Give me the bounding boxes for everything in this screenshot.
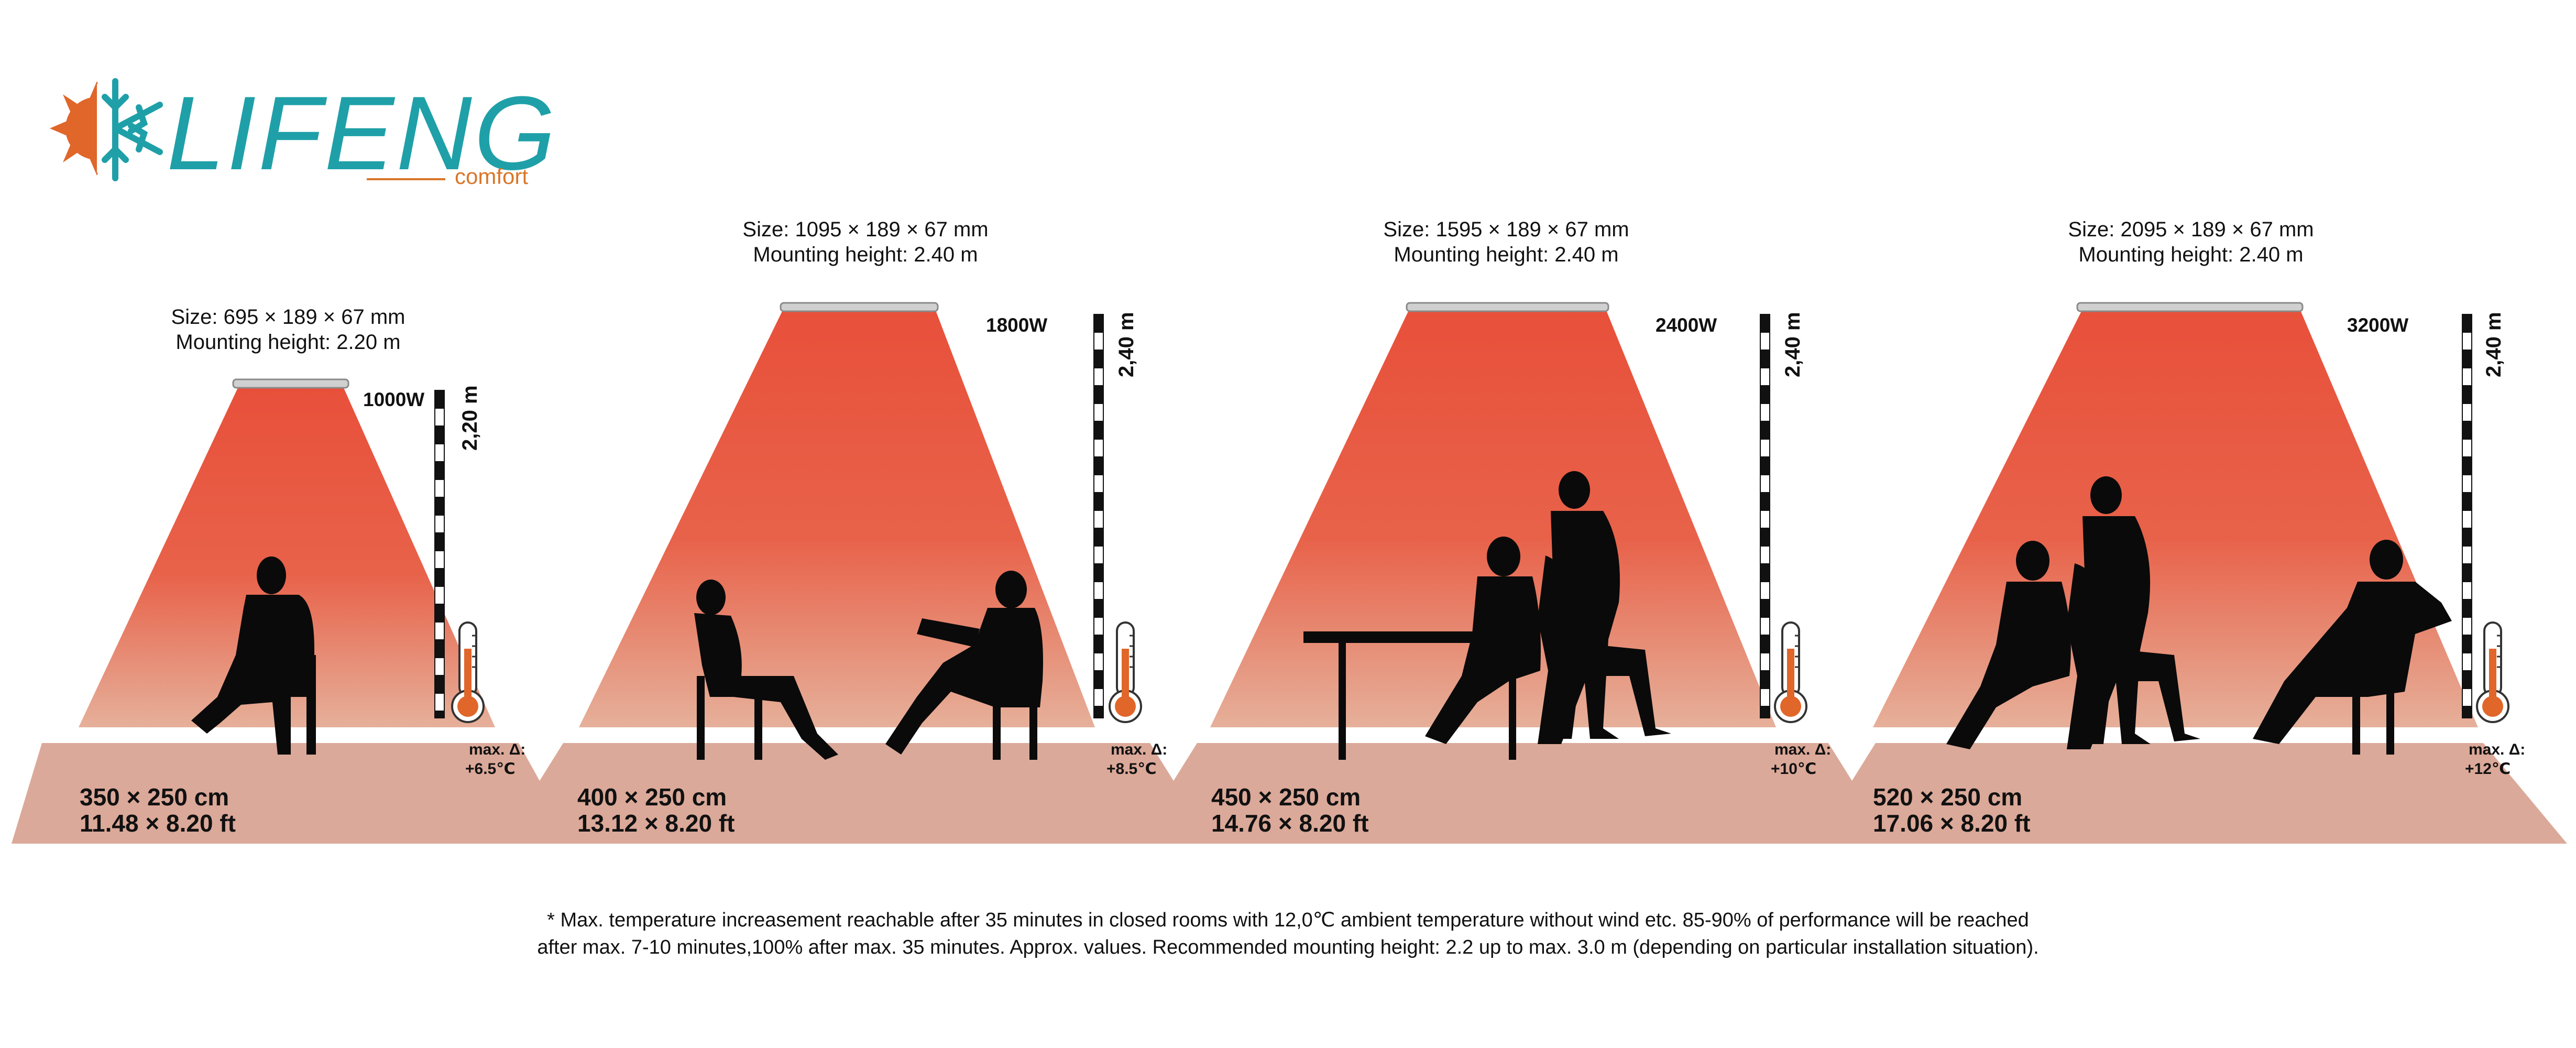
snowflake-icon	[102, 78, 163, 181]
heater-4-height: 2,40 m	[2482, 312, 2505, 377]
heater-unit-3	[1406, 302, 1609, 312]
heater-unit-4	[2076, 302, 2304, 312]
heater-1-room-imperial: 11.48 × 8.20 ft	[80, 810, 236, 837]
seated-man	[885, 571, 1043, 760]
seated-person-2	[1425, 537, 1541, 744]
brand-logo	[50, 78, 163, 181]
heater-1-mounting: Mounting height: 2.20 m	[176, 331, 401, 354]
height-ruler-4	[2462, 314, 2472, 718]
heater-4-power: 3200W	[2347, 314, 2409, 336]
heat-cone-3	[1210, 309, 1776, 727]
heater-1-room-metric: 350 × 250 cm	[80, 783, 229, 811]
heater-3-size: Size: 1595 × 189 × 67 mm	[1383, 218, 1629, 241]
heater-1-power: 1000W	[363, 389, 425, 410]
heater-4-delta-value: +12℃	[2465, 760, 2511, 778]
brand-underline	[367, 178, 445, 180]
height-ruler-1	[434, 390, 445, 718]
heater-2-delta-label: max. Δ:	[1111, 741, 1168, 758]
heater-4-room-imperial: 17.06 × 8.20 ft	[1873, 810, 2031, 837]
heater-unit-2	[780, 302, 939, 312]
seated-person-6	[2253, 540, 2452, 755]
heater-2-mounting: Mounting height: 2.40 m	[753, 243, 978, 266]
heater-3-delta-value: +10℃	[1771, 760, 1817, 778]
heater-1-delta-label: max. Δ:	[469, 741, 526, 758]
heater-3-room-imperial: 14.76 × 8.20 ft	[1211, 810, 1369, 837]
heater-2-power: 1800W	[986, 314, 1048, 336]
thermometer-icon-2	[1109, 621, 1142, 723]
heater-1-size: Size: 695 × 189 × 67 mm	[171, 305, 405, 329]
brand-tagline: comfort	[455, 164, 529, 189]
heater-4-delta-label: max. Δ:	[2469, 741, 2526, 758]
seated-woman	[694, 580, 838, 760]
thermometer-icon-3	[1774, 621, 1807, 723]
height-ruler-3	[1760, 314, 1770, 718]
thermometer-icon-4	[2476, 621, 2509, 723]
heater-4-size: Size: 2095 × 189 × 67 mm	[2068, 218, 2314, 241]
seated-person-4	[1946, 541, 2071, 749]
footnote-line-2: after max. 7-10 minutes,100% after max. …	[537, 936, 2039, 958]
heater-3-room-metric: 450 × 250 cm	[1211, 783, 1361, 811]
heater-3-height: 2,40 m	[1781, 312, 1804, 377]
heat-cone-1	[79, 387, 495, 727]
footnote-line-1: * Max. temperature increasement reachabl…	[547, 909, 2029, 931]
thermometer-icon-1	[451, 621, 485, 723]
heater-4-room-metric: 520 × 250 cm	[1873, 783, 2023, 811]
heater-2-room-metric: 400 × 250 cm	[577, 783, 727, 811]
height-ruler-2	[1093, 314, 1104, 718]
heater-1-delta-value: +6.5℃	[465, 760, 516, 778]
heater-3-delta-label: max. Δ:	[1774, 741, 1832, 758]
heater-3-mounting: Mounting height: 2.40 m	[1394, 243, 1619, 266]
seated-person-1	[191, 556, 316, 755]
heater-2-size: Size: 1095 × 189 × 67 mm	[742, 218, 989, 241]
heater-1-height: 2,20 m	[458, 385, 481, 451]
heater-unit-1	[232, 378, 349, 389]
heater-2-height: 2,40 m	[1115, 312, 1138, 377]
seated-person-5	[2067, 563, 2200, 749]
brand-name: LIFENG	[167, 75, 558, 192]
floor-band	[12, 743, 2567, 844]
people-silhouettes	[191, 471, 2452, 760]
heater-2-room-imperial: 13.12 × 8.20 ft	[577, 810, 735, 837]
seated-person-3	[1538, 555, 1671, 744]
heater-2-delta-value: +8.5℃	[1106, 760, 1157, 778]
heater-3-power: 2400W	[1656, 314, 1717, 336]
heater-4-mounting: Mounting height: 2.40 m	[2078, 243, 2304, 266]
